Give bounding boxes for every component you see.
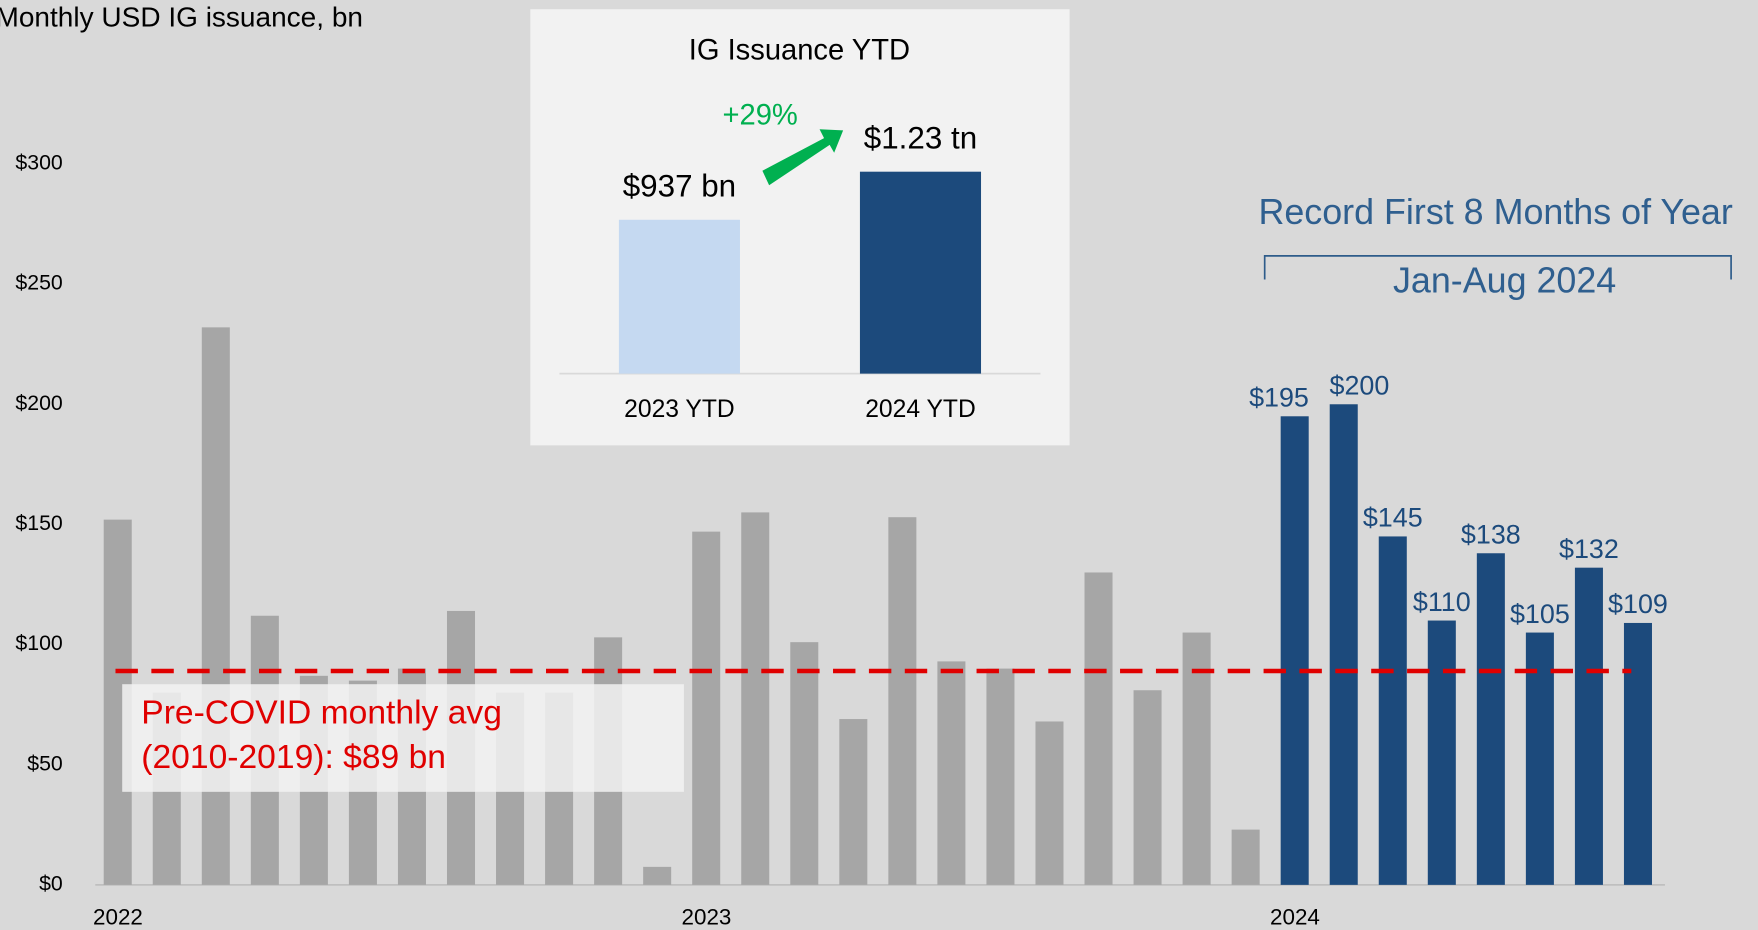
inset-category-label: 2023 YTD bbox=[624, 396, 735, 423]
y-tick-label: $200 bbox=[15, 391, 63, 415]
bar bbox=[1329, 404, 1358, 885]
change-arrow bbox=[762, 129, 844, 186]
bar bbox=[1476, 553, 1505, 885]
bar bbox=[1133, 690, 1162, 885]
y-tick-label: $150 bbox=[15, 511, 63, 535]
bar bbox=[986, 668, 1015, 885]
reference-label: Pre-COVID monthly avg bbox=[141, 694, 502, 731]
annotation-subtitle: Jan-Aug 2024 bbox=[1393, 260, 1616, 300]
bar bbox=[1182, 632, 1211, 885]
y-tick-label: $300 bbox=[15, 151, 63, 175]
data-label: $195 bbox=[1249, 383, 1309, 413]
y-tick-label: $100 bbox=[15, 631, 63, 655]
data-label: $145 bbox=[1363, 503, 1423, 533]
change-label: +29% bbox=[722, 100, 797, 132]
x-tick-label: 2024 bbox=[1270, 904, 1320, 929]
bar bbox=[1035, 721, 1064, 885]
bar bbox=[1084, 572, 1113, 885]
bracket bbox=[1263, 255, 1732, 280]
x-tick-label: 2022 bbox=[93, 904, 143, 929]
reference: Pre-COVID monthly avg (2010-2019): $89 bn bbox=[115, 668, 1632, 792]
bar bbox=[1378, 536, 1407, 885]
data-label: $200 bbox=[1330, 371, 1390, 401]
reference-label-box bbox=[122, 684, 684, 792]
bar bbox=[888, 517, 917, 885]
data-label: $110 bbox=[1413, 587, 1471, 617]
bar bbox=[1623, 622, 1652, 885]
inset-bar bbox=[618, 219, 740, 374]
data-label: $109 bbox=[1608, 589, 1668, 619]
chart-title: Monthly USD IG issuance, bn bbox=[0, 2, 363, 33]
inset-title: IG Issuance YTD bbox=[689, 35, 910, 67]
bar bbox=[692, 531, 721, 885]
inset-chart: IG Issuance YTD +29% $937 bn 2023 YTD $1.2… bbox=[530, 9, 1070, 446]
data-label: $105 bbox=[1510, 599, 1570, 629]
annotation-title: Record First 8 Months of Year bbox=[1258, 192, 1732, 232]
inset-data-label: $1.23 tn bbox=[864, 121, 977, 156]
y-tick-label: $50 bbox=[27, 751, 63, 775]
bar bbox=[643, 866, 672, 885]
data-label: $138 bbox=[1461, 520, 1521, 550]
x-tick-label: 2023 bbox=[682, 904, 732, 929]
bar bbox=[201, 327, 230, 885]
bar bbox=[790, 642, 819, 885]
y-tick-label: $250 bbox=[15, 271, 63, 295]
data-label: $132 bbox=[1559, 534, 1619, 564]
reference-label: (2010-2019): $89 bn bbox=[141, 739, 446, 776]
y-tick-label: $0 bbox=[39, 872, 63, 896]
inset-bar bbox=[859, 171, 982, 374]
inset-data-label: $937 bn bbox=[623, 169, 736, 204]
bar bbox=[1574, 567, 1603, 885]
bar bbox=[937, 661, 966, 885]
bar bbox=[1525, 632, 1554, 885]
bar bbox=[1427, 620, 1456, 885]
inset-category-label: 2024 YTD bbox=[865, 396, 976, 423]
bar bbox=[1231, 829, 1260, 885]
bar bbox=[1280, 416, 1309, 885]
inset-background bbox=[530, 9, 1070, 446]
bar bbox=[741, 512, 770, 885]
bar bbox=[839, 719, 868, 885]
